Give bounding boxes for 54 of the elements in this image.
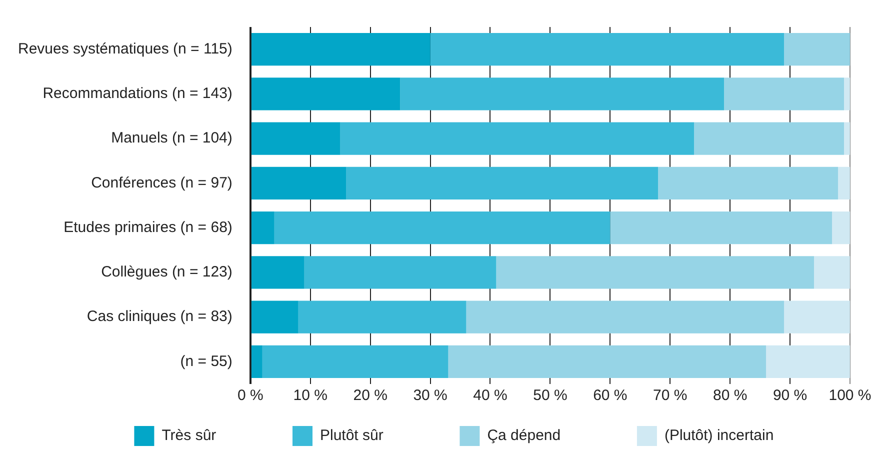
y-tick-label: Collègues (n = 123) (101, 264, 232, 281)
bar (251, 166, 346, 200)
bar (694, 122, 844, 155)
bar (784, 33, 850, 66)
bar (844, 122, 850, 155)
legend-label: Plutôt sûr (320, 427, 442, 444)
bar (251, 300, 298, 334)
bar (400, 78, 724, 110)
y-tick-label: Revues systématiques (n = 115) (18, 40, 232, 58)
bar (251, 122, 340, 155)
bar (844, 78, 850, 110)
y-tick-label: Manuels (n = 104) (111, 130, 232, 147)
bar (251, 256, 304, 289)
bar (274, 212, 610, 244)
x-tick-label: 20 % (353, 387, 388, 404)
bar (466, 300, 784, 334)
bar (340, 122, 694, 155)
bar (298, 300, 466, 334)
bar (251, 212, 274, 244)
bar (251, 33, 430, 66)
x-tick-label: 90 % (772, 387, 808, 404)
y-tick-label: (n = 55) (180, 352, 232, 370)
y-tick-label: Etudes primaires (n = 68) (64, 218, 232, 236)
bar (766, 345, 850, 378)
x-tick-label: 70 % (653, 387, 688, 404)
x-tick-label: 10 % (293, 387, 328, 404)
x-tick-label: 80 % (712, 387, 748, 404)
bar (658, 166, 838, 200)
bar (304, 256, 496, 289)
x-tick-label: 0 % (237, 387, 264, 404)
x-tick-label: 100 % (828, 387, 872, 404)
bar (430, 33, 784, 66)
bar (251, 345, 262, 378)
bar (448, 345, 766, 378)
x-tick-label: 30 % (413, 387, 448, 404)
bar (832, 212, 850, 244)
bar (262, 345, 448, 378)
bar (724, 78, 844, 110)
bar (496, 256, 814, 289)
x-tick-label: 40 % (473, 387, 508, 404)
bar (784, 300, 850, 334)
bar (251, 78, 400, 110)
x-tick-label: 60 % (593, 387, 628, 404)
legend-label: Très sûr (162, 427, 274, 444)
bar (610, 212, 832, 244)
bar (346, 166, 658, 200)
y-tick-label: Conférences (n = 97) (91, 174, 232, 192)
x-tick-label: 50 % (533, 387, 568, 404)
legend-label: Ça dépend (487, 427, 619, 444)
y-tick-label: Recommandations (n = 143) (42, 85, 232, 102)
y-tick-label: Cas cliniques (n = 83) (86, 308, 232, 326)
legend-label: (Plutôt) incertain (664, 427, 832, 444)
bar (814, 256, 850, 289)
bar (838, 166, 850, 200)
